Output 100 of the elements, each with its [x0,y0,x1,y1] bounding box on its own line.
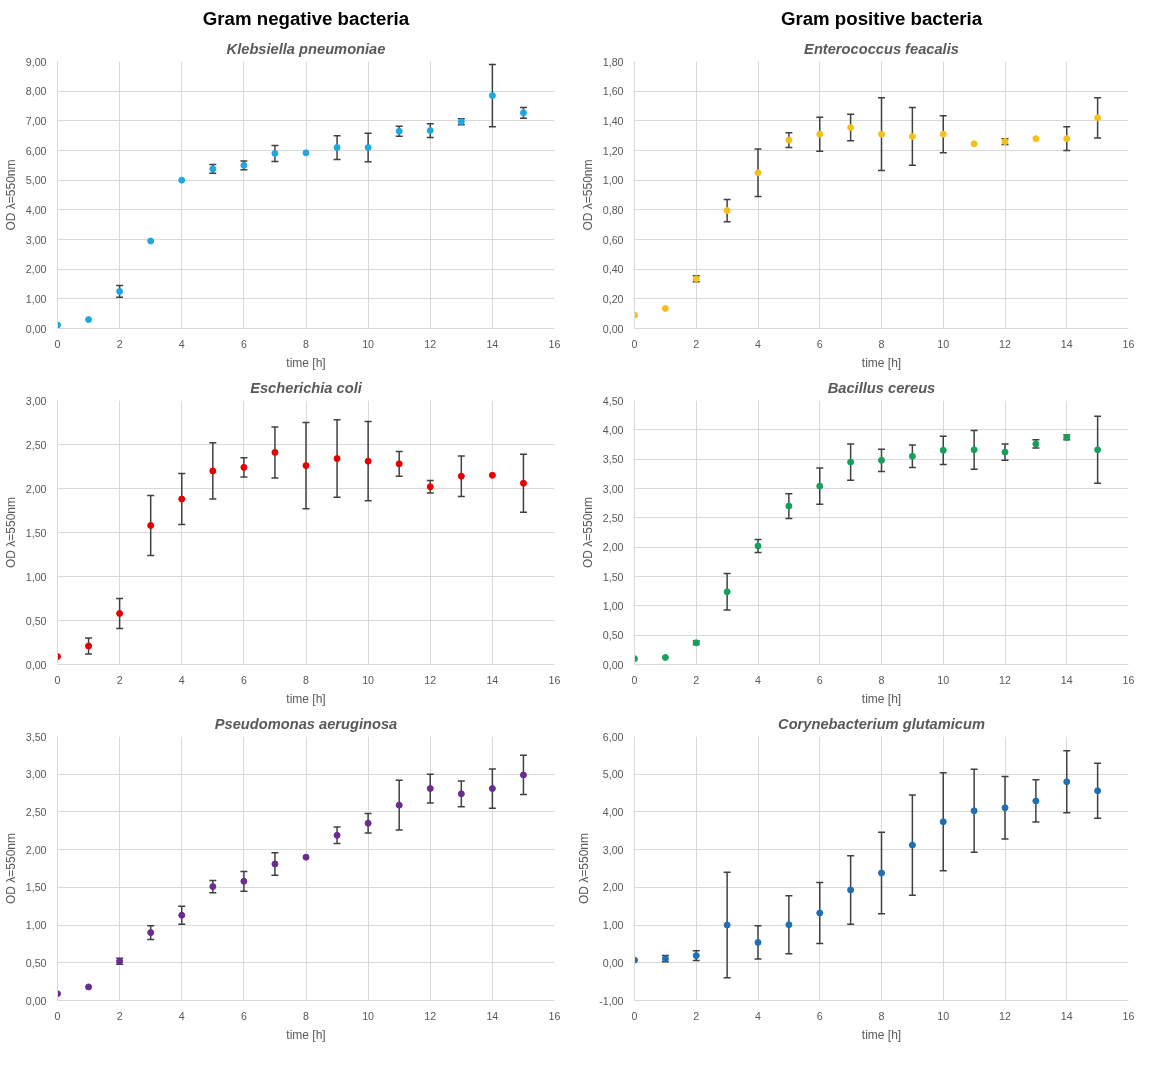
x-tick-label: 6 [816,673,823,686]
chart-title: Enterococcus feacalis [804,40,959,57]
y-tick-label: 0,60 [602,233,624,246]
x-tick-label: 16 [1122,673,1135,686]
x-tick-label: 12 [999,337,1011,350]
x-tick-label: 4 [755,337,762,350]
x-tick-label: 6 [816,337,823,350]
y-tick-label: 1,80 [602,55,624,68]
y-tick-label: 9,00 [25,55,47,68]
x-tick-label: 14 [486,1009,499,1022]
y-tick-label: 4,00 [602,423,624,436]
y-tick-label: 0,80 [602,203,624,216]
y-tick-label: 1,00 [25,570,47,583]
x-tick-label: 4 [178,673,185,686]
y-tick-label: 7,00 [25,114,47,127]
y-tick-label: 5,00 [25,174,47,187]
x-tick-label: 4 [178,337,185,350]
x-axis-title: time [h] [286,355,326,370]
chart-title: Klebsiella pneumoniae [226,40,386,57]
x-tick-label: 8 [878,337,885,350]
x-tick-label: 14 [1060,673,1073,686]
x-tick-label: 8 [303,1009,310,1022]
x-tick-label: 0 [631,673,638,686]
text: Gram positive bacteria [780,7,983,29]
y-tick-label: 4,00 [25,203,47,216]
x-tick-label: 10 [362,1009,375,1022]
x-tick-label: 2 [116,1009,123,1022]
x-tick-label: 6 [240,1009,247,1022]
x-tick-label: 10 [937,337,950,350]
y-tick-label: 2,50 [602,511,624,524]
y-tick-label: 2,50 [25,805,47,818]
y-tick-label: 2,00 [25,843,47,856]
x-tick-label: 12 [999,673,1011,686]
x-tick-label: 16 [548,1009,561,1022]
y-tick-label: 4,50 [602,394,624,407]
x-tick-label: 14 [486,337,499,350]
y-axis-title: OD λ=550nm [580,496,595,569]
x-tick-label: 6 [240,673,247,686]
y-tick-label: 1,00 [25,919,47,932]
y-tick-label: 0,40 [602,263,624,276]
y-tick-label: 1,50 [25,526,47,539]
y-tick-label: 0,00 [25,658,47,671]
x-axis-title: time [h] [861,1027,902,1042]
y-tick-label: 1,50 [25,881,47,894]
y-tick-label: 1,00 [25,292,47,305]
x-tick-label: 12 [424,673,437,686]
x-tick-label: 4 [755,673,762,686]
x-tick-label: 8 [878,1009,885,1022]
x-tick-label: 2 [693,337,700,350]
x-tick-label: 0 [631,337,638,350]
y-tick-label: 0,00 [602,322,624,335]
y-tick-label: 2,00 [602,541,624,554]
x-tick-label: 16 [548,337,561,350]
x-tick-label: 0 [631,1009,638,1022]
x-tick-label: 12 [424,1009,437,1022]
y-tick-label: 2,00 [25,482,47,495]
x-tick-label: 6 [816,1009,823,1022]
y-tick-label: 3,00 [25,394,47,407]
y-tick-label: 3,00 [602,482,624,495]
x-axis-title: time [h] [861,355,902,370]
y-tick-label: 1,20 [602,144,624,157]
y-tick-label: 0,50 [25,614,47,627]
x-tick-label: 10 [937,1009,950,1022]
x-tick-label: 12 [999,1009,1011,1022]
x-tick-label: 0 [54,1009,61,1022]
y-tick-label: 3,00 [25,233,47,246]
y-tick-label: 2,50 [25,438,47,451]
chart-title: Escherichia coli [250,379,363,396]
x-tick-label: 0 [54,337,61,350]
x-tick-label: 16 [1122,1009,1135,1022]
y-tick-label: 0,50 [602,629,624,642]
y-tick-label: 0,00 [602,956,624,969]
y-tick-label: 1,40 [602,114,624,127]
chart-title: Bacillus cereus [827,379,936,396]
x-tick-label: 6 [240,337,247,350]
y-tick-label: 3,50 [602,453,624,466]
x-tick-label: 2 [116,673,123,686]
y-tick-label: 1,50 [602,570,624,583]
text: Gram negative bacteria [202,7,410,29]
y-tick-label: 8,00 [25,85,47,98]
y-tick-label: 2,00 [25,263,47,276]
y-tick-label: -1,00 [599,994,624,1007]
x-tick-label: 10 [362,337,375,350]
x-tick-label: 12 [424,337,437,350]
y-axis-title: OD λ=550nm [3,159,18,231]
y-tick-label: 1,00 [602,599,624,612]
y-axis-title: OD λ=550nm [577,832,592,905]
y-tick-label: 1,00 [602,174,624,187]
x-tick-label: 10 [937,673,950,686]
x-tick-label: 2 [693,673,700,686]
y-tick-label: 0,00 [25,994,47,1007]
y-tick-label: 0,00 [25,322,47,335]
y-axis-title: OD λ=550nm [3,496,18,569]
y-tick-label: 6,00 [602,730,624,743]
y-tick-label: 2,00 [602,881,624,894]
x-tick-label: 8 [878,673,885,686]
y-axis-title: OD λ=550nm [3,832,18,905]
x-tick-label: 14 [486,673,499,686]
y-tick-label: 3,50 [25,730,47,743]
x-tick-label: 14 [1060,1009,1073,1022]
